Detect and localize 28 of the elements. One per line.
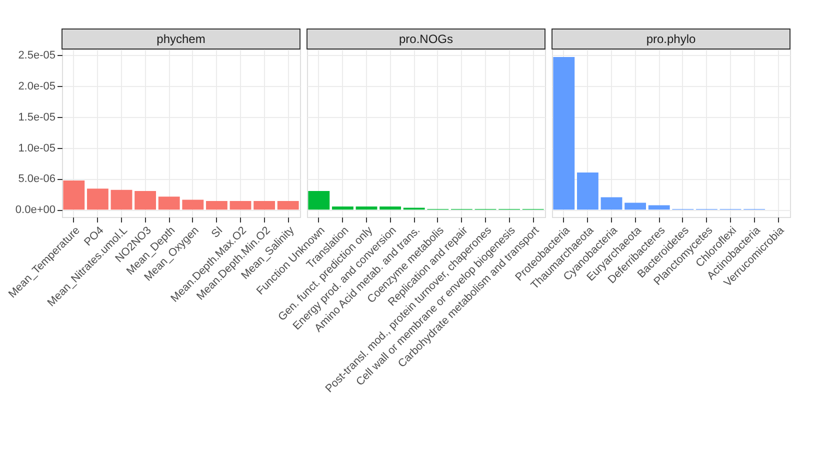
bar [86,188,108,210]
bar [134,191,156,210]
bar [254,200,276,210]
bar [158,196,180,210]
y-tick-label: 2.0e-05 [18,80,56,93]
bar [182,200,204,210]
bar [332,206,354,210]
bar [356,206,378,210]
bar [600,197,622,210]
chart-title: pro.NOGs [398,32,454,46]
bar [648,205,670,210]
bar [277,200,299,210]
bar [308,191,330,210]
y-tick-label: 1.0e-05 [18,142,56,154]
chart-title: pro.phylo [646,32,696,46]
y-tick-label: 2.5e-05 [18,50,56,62]
bar [553,57,575,210]
bar [624,202,646,210]
bar [63,180,85,210]
bar [206,200,228,210]
bar [110,190,132,210]
y-tick-label: 1.5e-05 [18,111,56,124]
bar [380,206,402,210]
y-tick-label: 0.0e+00 [15,204,56,216]
bar [576,172,598,210]
y-tick-label: 5.0e-06 [18,173,56,186]
chart-title: phychem [156,32,206,46]
bar [230,200,252,210]
